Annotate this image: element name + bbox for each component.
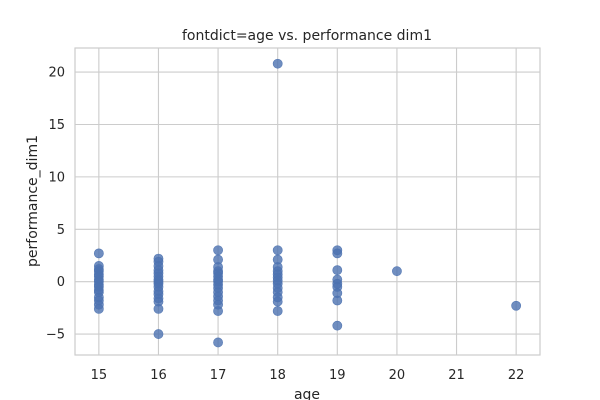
scatter-point — [153, 303, 164, 314]
chart-title: fontdict=age vs. performance dim1 — [182, 28, 432, 44]
scatter-point — [392, 266, 402, 277]
scatter-point — [332, 295, 343, 306]
x-tick-label: 16 — [150, 368, 167, 383]
scatter-point — [332, 320, 343, 331]
scatter-point — [272, 306, 283, 316]
data-points — [93, 58, 522, 348]
x-tick-label: 22 — [508, 368, 525, 383]
x-axis-label: age — [294, 387, 320, 400]
y-tick-label: 0 — [57, 275, 65, 290]
y-tick-label: 20 — [48, 66, 65, 81]
scatter-point — [93, 303, 104, 314]
scatter-point — [332, 248, 343, 259]
x-tick-label: 15 — [91, 368, 108, 383]
x-tick-labels: 15 16 17 18 19 20 21 22 — [91, 368, 525, 383]
scatter-point — [213, 245, 223, 256]
plot-frame — [74, 47, 541, 356]
y-tick-label: −5 — [46, 328, 65, 343]
scatter-point — [213, 337, 223, 348]
x-tick-label: 20 — [389, 368, 406, 383]
scatter-point — [272, 58, 283, 69]
y-tick-label: 15 — [48, 118, 65, 133]
scatter-point — [272, 296, 283, 307]
x-tick-label: 18 — [269, 368, 286, 383]
x-tick-label: 17 — [210, 368, 227, 383]
plot-area — [75, 48, 540, 355]
scatter-point — [213, 306, 223, 316]
y-axis-label: performance_dim1 — [25, 135, 41, 267]
y-tick-label: 10 — [48, 170, 65, 185]
grid-lines — [75, 48, 540, 355]
y-tick-label: 5 — [57, 223, 65, 238]
scatter-point — [93, 248, 104, 259]
y-tick-labels: −5 0 5 10 15 20 — [46, 66, 65, 343]
scatter-point — [272, 245, 283, 256]
x-tick-label: 21 — [448, 368, 465, 383]
x-tick-label: 19 — [329, 368, 346, 383]
scatter-point — [511, 300, 522, 311]
scatter-point — [153, 329, 164, 339]
scatter-point — [332, 265, 343, 276]
